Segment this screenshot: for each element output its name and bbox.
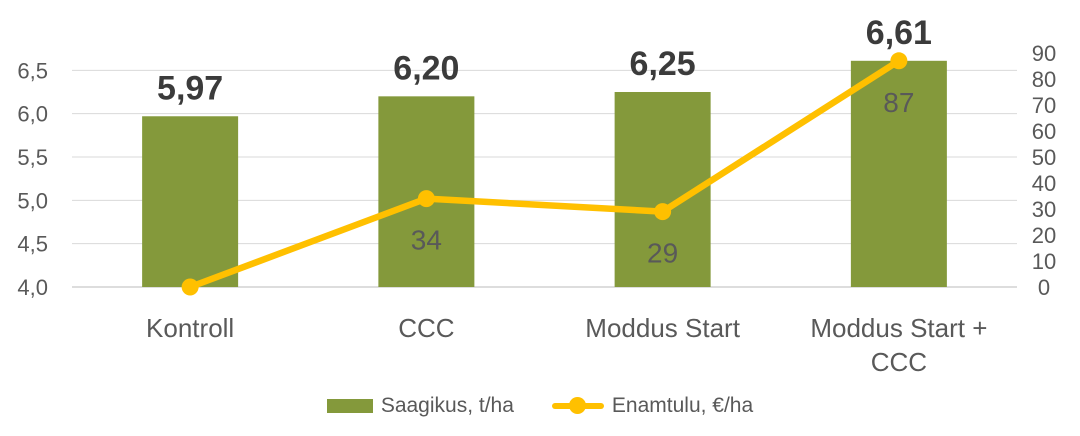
right-axis-tick: 10 (1032, 249, 1056, 274)
category-label: CCC (398, 313, 454, 343)
right-axis-tick: 60 (1032, 119, 1056, 144)
line-marker (417, 190, 435, 208)
bar-value-label: 6,61 (866, 14, 932, 52)
chart-legend: Saagikus, t/ha Enamtulu, €/ha (0, 395, 1080, 416)
right-axis-tick: 50 (1032, 145, 1056, 170)
line-marker-dot-icon (569, 397, 587, 414)
bar-value-label: 6,20 (393, 49, 459, 87)
line-series (186, 57, 903, 291)
bar (850, 60, 947, 287)
right-axis-tick: 20 (1032, 223, 1056, 248)
left-axis-tick: 4,5 (17, 232, 48, 257)
line-marker (654, 203, 672, 221)
right-axis-tick: 70 (1032, 93, 1056, 118)
line-value-label: 87 (883, 87, 914, 118)
category-label: Kontroll (146, 313, 234, 343)
line-value-label: 34 (411, 225, 442, 256)
left-axis-tick: 5,5 (17, 145, 48, 170)
right-axis-tick: 80 (1032, 67, 1056, 92)
bar-series-swatch-icon (326, 398, 373, 413)
legend-item-enamtulu: Enamtulu, €/ha (551, 394, 754, 417)
left-axis-tick: 6,5 (17, 58, 48, 83)
left-axis-tick: 6,0 (17, 102, 48, 127)
line-value-label: 29 (647, 238, 678, 269)
bar (142, 116, 239, 288)
category-label: Moddus Start (585, 313, 740, 343)
left-axis-tick: 5,0 (17, 188, 48, 213)
legend-label-enamtulu: Enamtulu, €/ha (611, 394, 754, 417)
right-axis-tick: 0 (1038, 275, 1050, 300)
legend-item-saagikus: Saagikus, t/ha (326, 394, 514, 417)
line-series-swatch-icon (551, 397, 604, 414)
left-axis-tick: 4,0 (17, 275, 48, 300)
bar-value-label: 6,25 (630, 45, 696, 83)
line-marker (181, 278, 199, 296)
right-axis-tick: 30 (1032, 197, 1056, 222)
line-marker (890, 52, 908, 70)
right-axis-tick: 90 (1032, 41, 1056, 66)
legend-label-saagikus: Saagikus, t/ha (380, 394, 514, 417)
category-label: Moddus Start + CCC (810, 313, 987, 377)
right-axis-tick: 40 (1032, 171, 1056, 196)
bar-value-label: 5,97 (157, 69, 223, 107)
